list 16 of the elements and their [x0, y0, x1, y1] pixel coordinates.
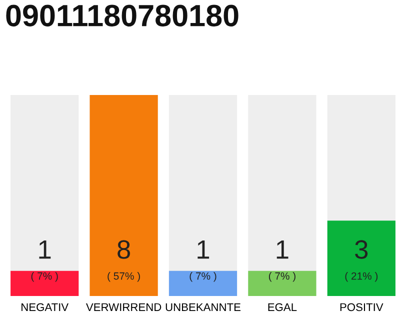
annotation: ( 7% )	[31, 272, 58, 282]
x-tick-label: NEGATIV	[22, 303, 69, 312]
annotation: ( 21% )	[345, 272, 378, 282]
data-label: 1	[276, 240, 288, 259]
x-tick-label: VERWIRREND	[86, 303, 162, 311]
data-label: 1	[39, 240, 51, 259]
x-tick-label: POSITIV	[340, 303, 384, 312]
chart-title: 09011180780180	[6, 4, 238, 26]
annotation: ( 7% )	[268, 272, 296, 282]
data-label: 8	[118, 240, 130, 259]
data-label: 1	[198, 240, 210, 259]
data-label: 3	[355, 240, 368, 259]
annotation: ( 7% )	[190, 272, 216, 282]
x-tick-label: UNBEKANNTE	[166, 303, 240, 312]
x-tick-label: EGAL	[268, 303, 297, 312]
annotation: ( 57% )	[108, 272, 140, 282]
